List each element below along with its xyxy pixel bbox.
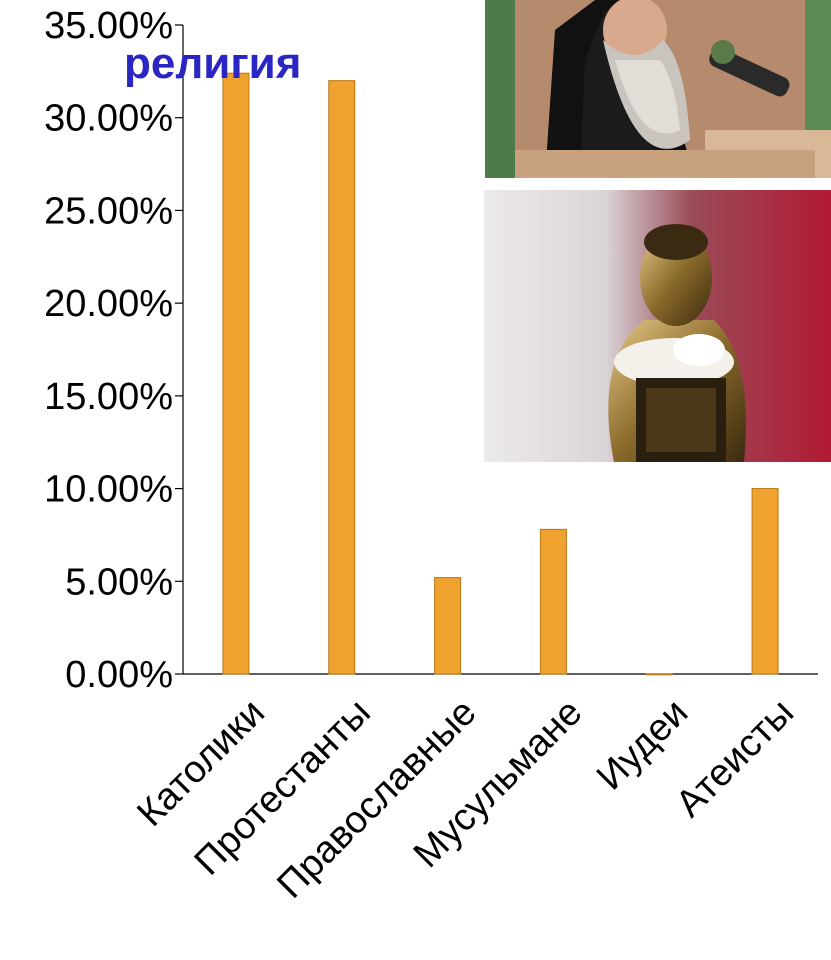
bar-4: [539, 528, 567, 675]
buddha-photo: [484, 190, 831, 462]
category-labels: КатоликиПротестантыПравославныеМусульман…: [129, 691, 802, 906]
bar-3: [434, 577, 462, 675]
y-tick-label: 0.00%: [65, 654, 173, 696]
bars: [222, 72, 779, 676]
category-label: Атеисты: [668, 691, 802, 825]
bar-2: [328, 80, 356, 675]
bar-5: [645, 673, 673, 676]
bar-1: [222, 72, 250, 675]
chart-title: религия: [124, 39, 301, 88]
bar-6: [751, 488, 779, 675]
priest-photo: [485, 0, 831, 178]
y-tick-label: 20.00%: [44, 283, 173, 325]
y-tick-label: 10.00%: [44, 469, 173, 511]
y-axis: 0.00% 5.00% 10.00% 15.00% 20.00% 25.00% 30.00%…: [44, 5, 184, 696]
y-tick-label: 30.00%: [44, 98, 173, 140]
y-tick-label: 5.00%: [65, 561, 173, 603]
y-tick-label: 25.00%: [44, 190, 173, 232]
y-tick-label: 15.00%: [44, 376, 173, 418]
y-tick-label: 35.00%: [44, 5, 173, 47]
